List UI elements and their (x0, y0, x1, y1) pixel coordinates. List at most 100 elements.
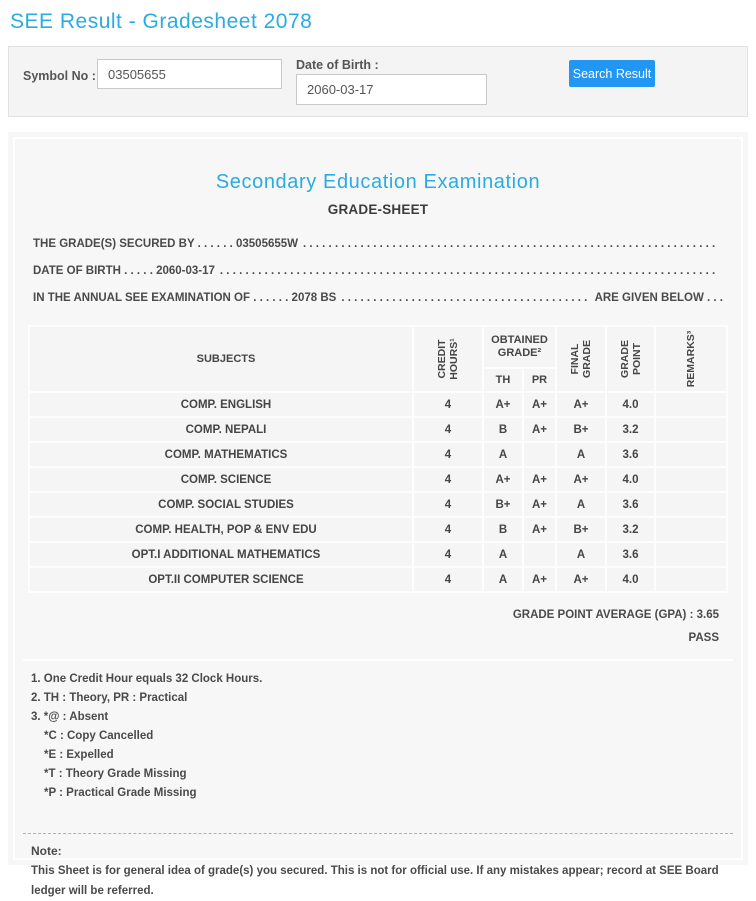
final-grade-cell: A (555, 491, 607, 518)
intro-line-2-text: DATE OF BIRTH . . . . . 2060-03-17 (33, 265, 215, 277)
remarks-cell (654, 416, 728, 443)
footnote-practical-missing: *P : Practical Grade Missing (44, 787, 197, 799)
intro-line-1-text: THE GRADE(S) SECURED BY . . . . . . 0350… (33, 238, 298, 250)
grade-point-cell: 3.6 (605, 541, 656, 568)
subject-cell: COMP. ENGLISH (28, 391, 414, 418)
summary-separator (23, 659, 733, 661)
th-grade-cell: A (481, 566, 524, 593)
page-title: SEE Result - Gradesheet 2078 (10, 10, 313, 33)
th-grade-cell: A+ (481, 391, 524, 418)
gradesheet-subtitle: GRADE-SHEET (327, 202, 429, 217)
footnote-copy-cancelled: *C : Copy Cancelled (44, 730, 154, 742)
result-status: PASS (688, 632, 719, 644)
subject-cell: COMP. SOCIAL STUDIES (28, 491, 414, 518)
col-header-obtained-grade: OBTAINED GRADE² (481, 325, 558, 369)
credit-cell: 4 (411, 391, 484, 418)
grade-point-line-1: GRADE (618, 340, 631, 378)
footnote-expelled: *E : Expelled (44, 749, 114, 761)
th-grade-cell: A (481, 541, 524, 568)
obtained-grade-line-2: GRADE² (497, 347, 542, 359)
credit-cell: 4 (411, 566, 484, 593)
th-grade-cell: B+ (481, 491, 524, 518)
remarks-cell (654, 466, 728, 493)
credit-cell: 4 (411, 416, 484, 443)
remarks-cell (654, 391, 728, 418)
subject-cell: COMP. SCIENCE (28, 466, 414, 493)
footnote-th-pr: 2. TH : Theory, PR : Practical (31, 692, 188, 704)
table-row: COMP. ENGLISH 4 A+ A+ A+ 4.0 (28, 391, 728, 418)
credit-cell: 4 (411, 466, 484, 493)
col-header-final-grade: FINAL GRADE (555, 325, 607, 393)
final-grade-cell: B+ (555, 416, 607, 443)
pr-grade-cell (521, 441, 558, 468)
pr-grade-cell: A+ (521, 491, 558, 518)
subject-cell: OPT.I ADDITIONAL MATHEMATICS (28, 541, 414, 568)
footnote-theory-missing: *T : Theory Grade Missing (44, 768, 187, 780)
gradesheet-panel: Secondary Education Examination GRADE-SH… (8, 132, 748, 897)
note-block: Note: This Sheet is for general idea of … (21, 834, 735, 901)
subject-cell: COMP. HEALTH, POP & ENV EDU (28, 516, 414, 543)
credit-cell: 4 (411, 441, 484, 468)
subject-cell: COMP. MATHEMATICS (28, 441, 414, 468)
pr-grade-cell: A+ (521, 416, 558, 443)
col-header-subjects: SUBJECTS (28, 325, 414, 393)
col-header-grade-point: GRADE POINT (605, 325, 656, 393)
pr-grade-cell: A+ (521, 391, 558, 418)
gpa-line: GRADE POINT AVERAGE (GPA) : 3.65 (512, 609, 719, 621)
grade-point-cell: 4.0 (605, 566, 656, 593)
note-text: This Sheet is for general idea of grade(… (31, 865, 719, 897)
intro-lines: THE GRADE(S) SECURED BY . . . . . . 0350… (33, 231, 723, 312)
th-grade-cell: B (481, 516, 524, 543)
grade-point-cell: 4.0 (605, 391, 656, 418)
col-header-remarks: REMARKS³ (654, 325, 728, 393)
table-row: OPT.I ADDITIONAL MATHEMATICS 4 A A 3.6 (28, 541, 728, 568)
grade-point-line-2: POINT (630, 342, 643, 376)
remarks-cell (654, 566, 728, 593)
intro-line-3-right: ARE GIVEN BELOW . . . (594, 292, 723, 304)
final-grade-line-2: GRADE (581, 340, 593, 378)
intro-line-3-text: IN THE ANNUAL SEE EXAMINATION OF . . . .… (33, 292, 337, 304)
credit-cell: 4 (411, 541, 484, 568)
credit-cell: 4 (411, 516, 484, 543)
final-grade-line-1: FINAL (569, 343, 581, 375)
obtained-grade-line-1: OBTAINED (491, 334, 548, 346)
final-grade-cell: A+ (555, 566, 607, 593)
table-row: COMP. SCIENCE 4 A+ A+ A+ 4.0 (28, 466, 728, 493)
final-grade-cell: A+ (555, 466, 607, 493)
exam-title: Secondary Education Examination (215, 171, 541, 193)
note-separator (23, 833, 733, 834)
date-of-birth-label: Date of Birth : (296, 58, 379, 72)
grade-point-cell: 3.2 (605, 416, 656, 443)
subject-cell: OPT.II COMPUTER SCIENCE (28, 566, 414, 593)
th-grade-cell: A (481, 441, 524, 468)
table-row: COMP. MATHEMATICS 4 A A 3.6 (28, 441, 728, 468)
grade-point-cell: 3.2 (605, 516, 656, 543)
result-summary: GRADE POINT AVERAGE (GPA) : 3.65 PASS (37, 605, 719, 651)
table-row: OPT.II COMPUTER SCIENCE 4 A A+ A+ 4.0 (28, 566, 728, 593)
th-grade-cell: A+ (481, 466, 524, 493)
intro-line-2-dots: . . . . . . . . . . . . . . . . . . . . … (219, 265, 718, 277)
footnote-credit-hour: 1. One Credit Hour equals 32 Clock Hours… (31, 673, 263, 685)
intro-line-secured-by: THE GRADE(S) SECURED BY . . . . . . 0350… (33, 231, 723, 258)
date-of-birth-input[interactable] (296, 74, 487, 105)
note-label: Note: (31, 844, 62, 858)
remarks-cell (654, 441, 728, 468)
col-header-th: TH (481, 367, 524, 393)
grade-point-cell: 3.6 (605, 441, 656, 468)
final-grade-cell: A (555, 441, 607, 468)
pr-grade-cell: A+ (521, 566, 558, 593)
subject-cell: COMP. NEPALI (28, 416, 414, 443)
search-result-button[interactable]: Search Result (569, 60, 655, 87)
intro-line-3-dots: . . . . . . . . . . . . . . . . . . . . … (341, 292, 589, 304)
col-header-credit-hours: CREDIT HOURS¹ (411, 325, 484, 393)
remarks-cell (654, 516, 728, 543)
final-grade-cell: B+ (555, 516, 607, 543)
remarks-cell (654, 541, 728, 568)
search-bar: Symbol No : Date of Birth : Search Resul… (8, 46, 748, 117)
symbol-no-input[interactable] (97, 59, 282, 89)
final-grade-cell: A (555, 541, 607, 568)
intro-line-date-of-birth: DATE OF BIRTH . . . . . 2060-03-17 . . .… (33, 258, 723, 285)
credit-hours-line-2: HOURS¹ (447, 338, 460, 380)
grade-point-cell: 3.6 (605, 491, 656, 518)
table-row: COMP. SOCIAL STUDIES 4 B+ A+ A 3.6 (28, 491, 728, 518)
